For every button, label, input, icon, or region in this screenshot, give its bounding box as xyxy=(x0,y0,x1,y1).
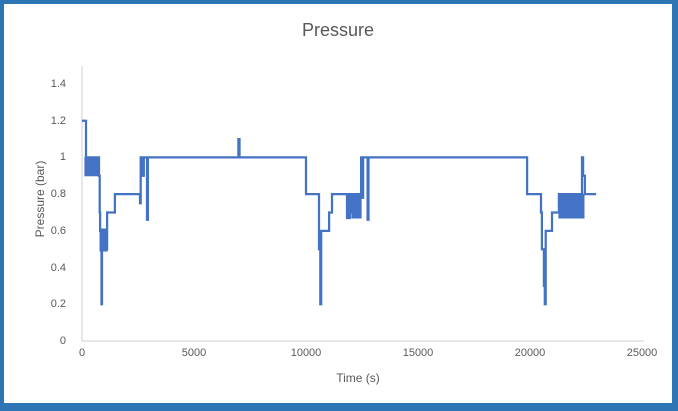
y-tick-label: 1.4 xyxy=(50,78,66,90)
y-tick-label: 1.2 xyxy=(50,114,66,127)
x-tick-label: 15000 xyxy=(402,347,434,359)
x-tick-label: 20000 xyxy=(514,347,546,359)
y-tick-label: 0.4 xyxy=(50,261,66,274)
x-axis-title: Time (s) xyxy=(336,371,380,385)
x-tick-label: 10000 xyxy=(290,347,322,359)
pressure-series-line xyxy=(82,119,597,306)
y-tick-label: 0.2 xyxy=(50,298,66,311)
y-tick-label: 0.6 xyxy=(50,224,66,237)
y-tick-label: 0.8 xyxy=(50,188,66,201)
pressure-line-chart xyxy=(81,66,644,342)
oscillation-band xyxy=(84,156,100,177)
x-tick-label: 5000 xyxy=(181,347,207,359)
y-tick-label: 0 xyxy=(59,335,66,347)
chart-title: Pressure xyxy=(301,20,375,40)
x-tick-label: 25000 xyxy=(626,347,658,359)
y-tick-label: 1 xyxy=(59,151,66,164)
x-tick-label: 0 xyxy=(78,347,86,359)
oscillation-band xyxy=(558,193,585,219)
axis-lines xyxy=(81,66,644,342)
